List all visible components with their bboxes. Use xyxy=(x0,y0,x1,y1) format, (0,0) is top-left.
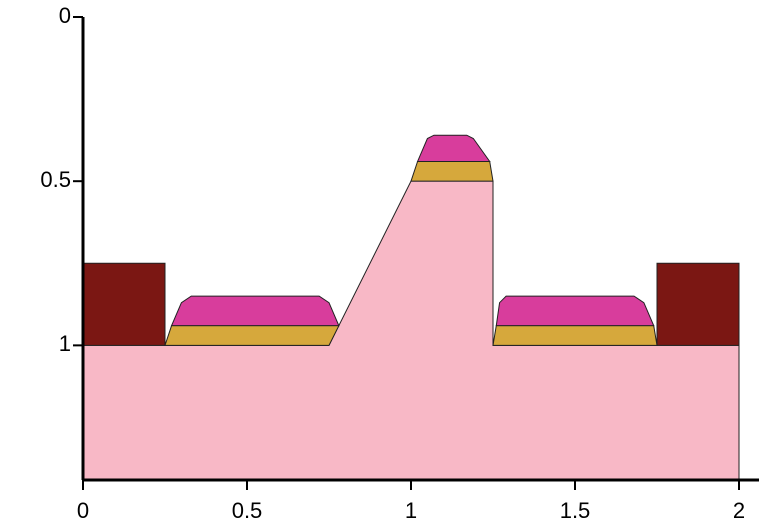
y-tick-label: 0.5 xyxy=(40,167,71,192)
x-tick-label: 1 xyxy=(405,498,417,523)
region xyxy=(172,296,339,326)
x-tick-label: 0 xyxy=(77,498,89,523)
page: {"chart_data": {"type": "polygon", "xlim… xyxy=(0,0,768,527)
region xyxy=(657,263,739,345)
region xyxy=(165,326,339,346)
y-tick-label: 0 xyxy=(59,3,71,28)
x-tick-label: 1.5 xyxy=(560,498,591,523)
region xyxy=(496,296,653,326)
region xyxy=(493,326,657,346)
chart: 0 0.5 1 1.5 2 0 0.5 1 xyxy=(0,0,768,527)
region xyxy=(411,161,493,181)
x-tick-label: 2 xyxy=(733,498,745,523)
region xyxy=(83,263,165,345)
region xyxy=(418,135,490,161)
x-tick-label: 0.5 xyxy=(232,498,263,523)
y-tick-label: 1 xyxy=(59,331,71,356)
